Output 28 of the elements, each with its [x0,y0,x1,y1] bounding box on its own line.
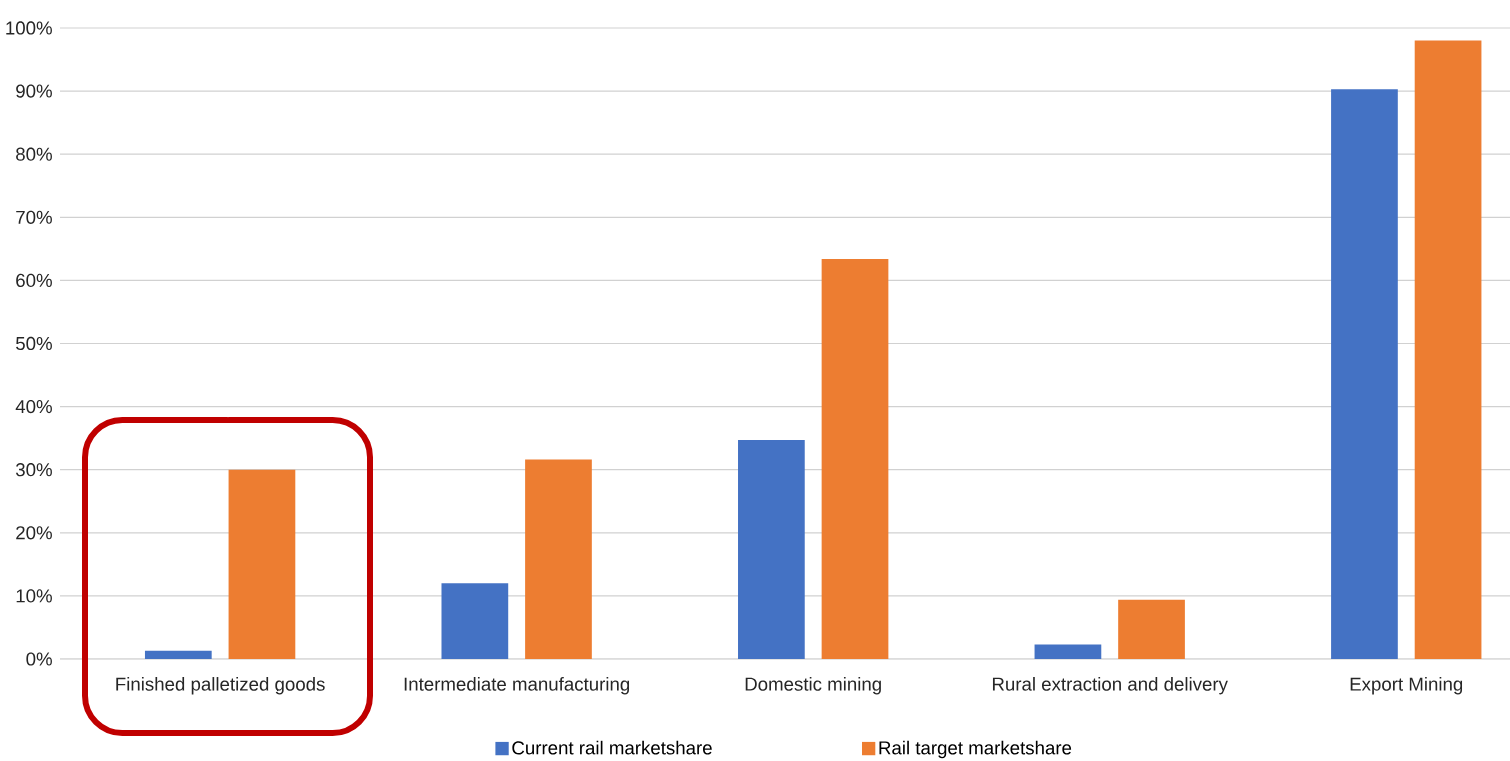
bar [1414,40,1482,659]
bar [1034,644,1102,659]
y-tick-label: 60% [16,273,52,288]
bar [821,258,889,659]
bar [1118,599,1185,659]
bar [441,583,509,659]
y-tick-label: 0% [26,652,52,666]
y-tick-label: 90% [16,84,52,98]
x-tick-label: Intermediate manufacturing [404,677,630,695]
y-tick-label: 70% [16,210,52,224]
y-tick-label: 30% [15,463,52,477]
bar [228,469,296,659]
x-tick-label: Export Mining [1350,677,1463,695]
y-tick-label: 50% [16,336,52,351]
y-tick-label: 40% [15,399,52,414]
legend-label: Rail target marketshare [879,740,1072,759]
bar [738,440,805,659]
bar [525,459,592,659]
y-tick-label: 100% [6,21,52,35]
y-tick-label: 80% [16,147,52,161]
y-tick-label: 10% [16,589,52,603]
x-tick-label: Finished palletized goods [116,677,325,695]
bar [1331,89,1398,659]
x-tick-label: Rural extraction and delivery [992,677,1228,695]
bar [144,650,212,659]
x-tick-label: Domestic mining [745,677,881,695]
legend-label: Current rail marketshare [512,740,712,755]
y-tick-label: 20% [16,526,52,540]
